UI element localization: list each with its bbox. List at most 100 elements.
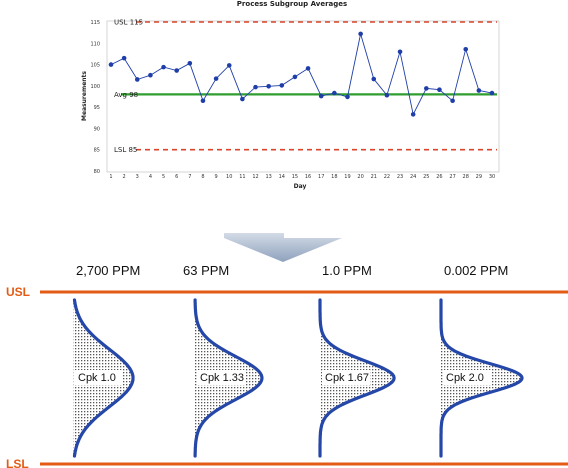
cpk-label-box xyxy=(197,370,245,385)
y-tick-label: 115 xyxy=(90,20,100,26)
data-point xyxy=(345,94,350,100)
distribution-outline xyxy=(439,298,524,458)
x-axis-label: Day xyxy=(294,183,307,190)
x-tick-label: 29 xyxy=(476,174,482,180)
x-tick-labels: 1 2 3 4 5 6 7 8 9 10 11 12 13 14 15 16 17 18 19 20 21 22 23 24 2… xyxy=(109,174,495,180)
x-tick-label: 12 xyxy=(252,174,258,180)
reference-line-label: LSL 85 xyxy=(114,146,137,154)
y-tick-label: 105 xyxy=(90,63,100,69)
data-point xyxy=(424,86,429,91)
x-tick-label: 8 xyxy=(201,174,204,180)
x-tick-label: 10 xyxy=(226,174,232,180)
data-point xyxy=(108,62,114,67)
data-point xyxy=(332,90,337,96)
data-point xyxy=(200,98,206,104)
x-tick-label: 30 xyxy=(489,174,495,180)
y-tick-labels: 80 85 90 95 100 105 110 115 xyxy=(90,20,100,175)
y-tick-label: 80 xyxy=(94,169,100,175)
x-tick-label: 15 xyxy=(292,174,298,180)
data-point xyxy=(450,98,455,104)
x-tick-label: 5 xyxy=(162,174,165,180)
data-point xyxy=(489,90,495,96)
y-tick-label: 100 xyxy=(90,84,100,90)
x-tick-label: 26 xyxy=(436,174,442,180)
data-point xyxy=(134,77,140,82)
y-tick-label: 90 xyxy=(94,126,100,132)
data-point xyxy=(476,88,482,93)
cpk-label-box xyxy=(322,370,370,385)
x-tick-label: 2 xyxy=(123,174,126,180)
distribution-outline xyxy=(72,298,135,458)
data-point xyxy=(292,74,298,80)
data-point xyxy=(410,112,416,117)
x-tick-label: 21 xyxy=(371,174,377,180)
x-tick-label: 19 xyxy=(344,174,350,180)
down-arrow-icon xyxy=(224,233,342,262)
reference-lines: USL 115 Avg 98 LSL 85 xyxy=(114,19,497,154)
data-point xyxy=(371,76,377,82)
cpk-label-box xyxy=(443,370,491,385)
distribution-outline xyxy=(193,298,264,458)
usl-label: USL xyxy=(6,285,30,299)
data-point xyxy=(318,93,324,99)
cpk-label-box xyxy=(75,370,123,385)
data-point xyxy=(240,96,245,102)
data-point xyxy=(305,66,311,71)
x-tick-label: 14 xyxy=(279,174,285,180)
chart-title: Process Subgroup Averages xyxy=(237,0,347,8)
cpk-label: Cpk 1.0 xyxy=(78,372,116,384)
ppm-label: 2,700 PPM xyxy=(76,263,140,278)
series-line xyxy=(108,31,495,117)
data-point xyxy=(358,31,363,37)
ppm-label: 63 PPM xyxy=(183,263,229,278)
data-point xyxy=(174,68,179,73)
x-tick-label: 3 xyxy=(136,174,139,180)
data-point xyxy=(279,83,285,88)
series-polyline xyxy=(110,33,493,116)
data-point xyxy=(384,92,390,98)
x-tick-label: 9 xyxy=(215,174,218,180)
cpk-label: Cpk 2.0 xyxy=(446,372,484,384)
y-axis-label: Measurements xyxy=(81,71,88,121)
x-tick-label: 27 xyxy=(449,174,455,180)
distribution-curve: Cpk 1.33 xyxy=(193,298,264,458)
x-tick-label: 23 xyxy=(397,174,403,180)
data-point xyxy=(213,76,219,81)
data-point xyxy=(397,49,403,55)
x-tick-label: 13 xyxy=(265,174,271,180)
x-tick-label: 11 xyxy=(239,174,245,180)
data-point xyxy=(161,64,166,70)
data-point xyxy=(253,84,258,90)
data-point xyxy=(187,60,193,66)
x-tick-label: 7 xyxy=(188,174,191,180)
distribution-outline xyxy=(318,298,396,458)
ppm-label: 0.002 PPM xyxy=(444,263,508,278)
x-tick-label: 4 xyxy=(149,174,152,180)
x-tick-label: 24 xyxy=(410,174,416,180)
x-tick-label: 22 xyxy=(384,174,390,180)
y-tick-label: 110 xyxy=(90,41,100,47)
plot-frame xyxy=(106,20,500,173)
x-tick-label: 17 xyxy=(318,174,324,180)
y-tick-label: 85 xyxy=(94,148,100,154)
x-tick-label: 18 xyxy=(331,174,337,180)
data-point xyxy=(437,87,442,92)
data-point xyxy=(266,83,271,89)
x-tick-label: 20 xyxy=(357,174,363,180)
y-tick-label: 95 xyxy=(94,105,100,111)
distribution-curve: Cpk 1.0 xyxy=(72,298,135,458)
distribution-curve: Cpk 1.67 xyxy=(318,298,396,458)
data-point xyxy=(121,55,127,61)
data-point xyxy=(148,72,153,78)
cpk-label: Cpk 1.33 xyxy=(200,372,244,384)
reference-line-label: USL 115 xyxy=(114,19,143,27)
x-tick-label: 6 xyxy=(175,174,178,180)
reference-line-label: Avg 98 xyxy=(114,91,138,99)
cpk-distributions: Cpk 1.0 2,700 PPM Cpk 1.33 63 PPM Cpk 1.67 1.… xyxy=(72,263,524,458)
x-tick-label: 1 xyxy=(109,174,112,180)
lsl-label: LSL xyxy=(6,457,29,468)
data-point xyxy=(226,63,232,68)
cpk-label: Cpk 1.67 xyxy=(325,372,369,384)
